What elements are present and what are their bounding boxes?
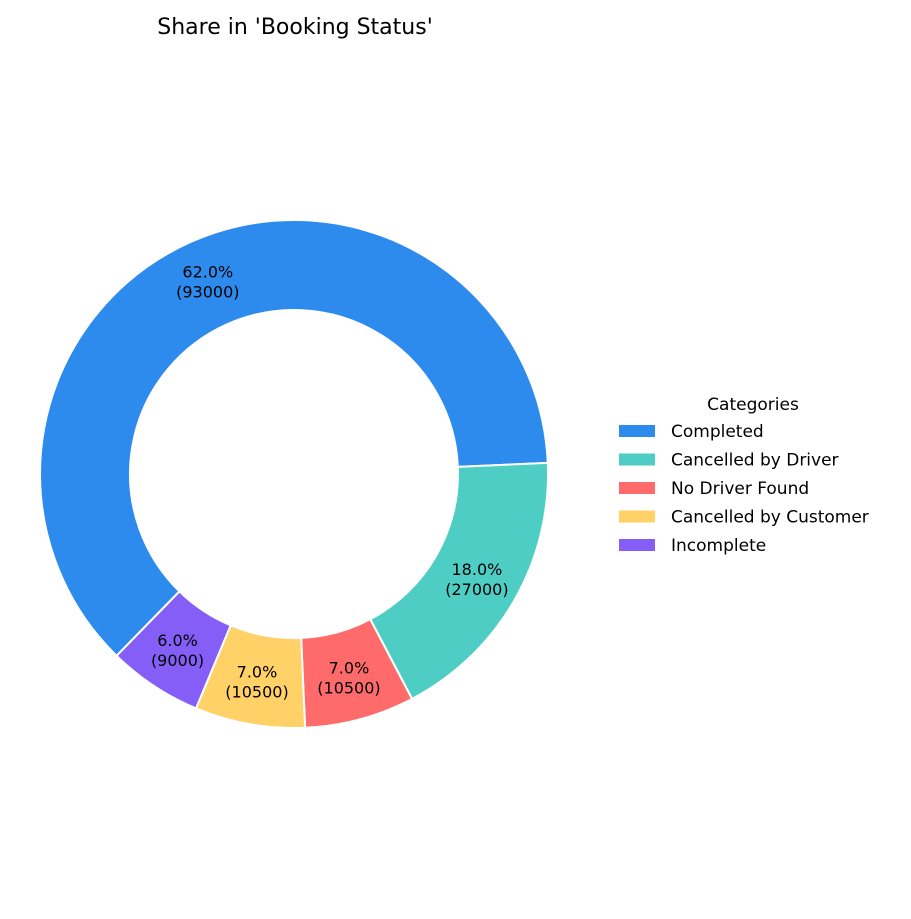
slice-label-cancelled-by-customer: 7.0% (10500): [225, 663, 288, 702]
slice-label-completed: 62.0% (93000): [176, 262, 239, 301]
slice-incomplete: [115, 589, 233, 710]
slice-percent: 62.0%: [182, 262, 233, 281]
legend-swatch-cancelled-by-driver: [619, 453, 655, 466]
slice-label-incomplete: 6.0% (9000): [151, 631, 204, 670]
legend-swatch-cancelled-by-customer: [619, 510, 655, 523]
legend-label-incomplete: Incomplete: [671, 536, 766, 556]
legend-label-cancelled-by-customer: Cancelled by Customer: [671, 508, 869, 528]
legend-label-cancelled-by-driver: Cancelled by Driver: [671, 451, 839, 471]
slice-value: (27000): [445, 580, 508, 599]
slice-percent: 18.0%: [452, 560, 503, 579]
legend-label-completed: Completed: [671, 422, 764, 442]
slice-labels-group: 62.0% (93000)18.0% (27000)7.0% (10500)7.0%(…: [151, 262, 509, 701]
slice-value: (9000): [151, 651, 204, 670]
slice-percent: 7.0%: [237, 663, 278, 682]
slice-completed: [39, 219, 549, 658]
slice-percent: 6.0%: [157, 631, 198, 650]
slices-group: [39, 219, 549, 729]
legend-swatch-completed: [619, 425, 655, 437]
legend-title: Categories: [707, 395, 799, 415]
slice-label-cancelled-by-driver: 18.0% (27000): [445, 560, 508, 599]
legend-swatch-no-driver-found: [619, 482, 655, 494]
slice-value: (93000): [176, 282, 239, 301]
chart-title: Share in 'Booking Status': [157, 15, 433, 40]
slice-percent: 7.0%: [329, 659, 370, 678]
legend-swatch-incomplete: [619, 539, 655, 551]
slice-value: (10500): [317, 679, 380, 698]
legend-label-no-driver-found: No Driver Found: [671, 479, 809, 499]
legend: Categories Completed Cancelled by Driver N…: [619, 395, 869, 556]
slice-label-no-driver-found: 7.0% (10500): [317, 659, 380, 698]
slice-value: (10500): [225, 683, 288, 702]
